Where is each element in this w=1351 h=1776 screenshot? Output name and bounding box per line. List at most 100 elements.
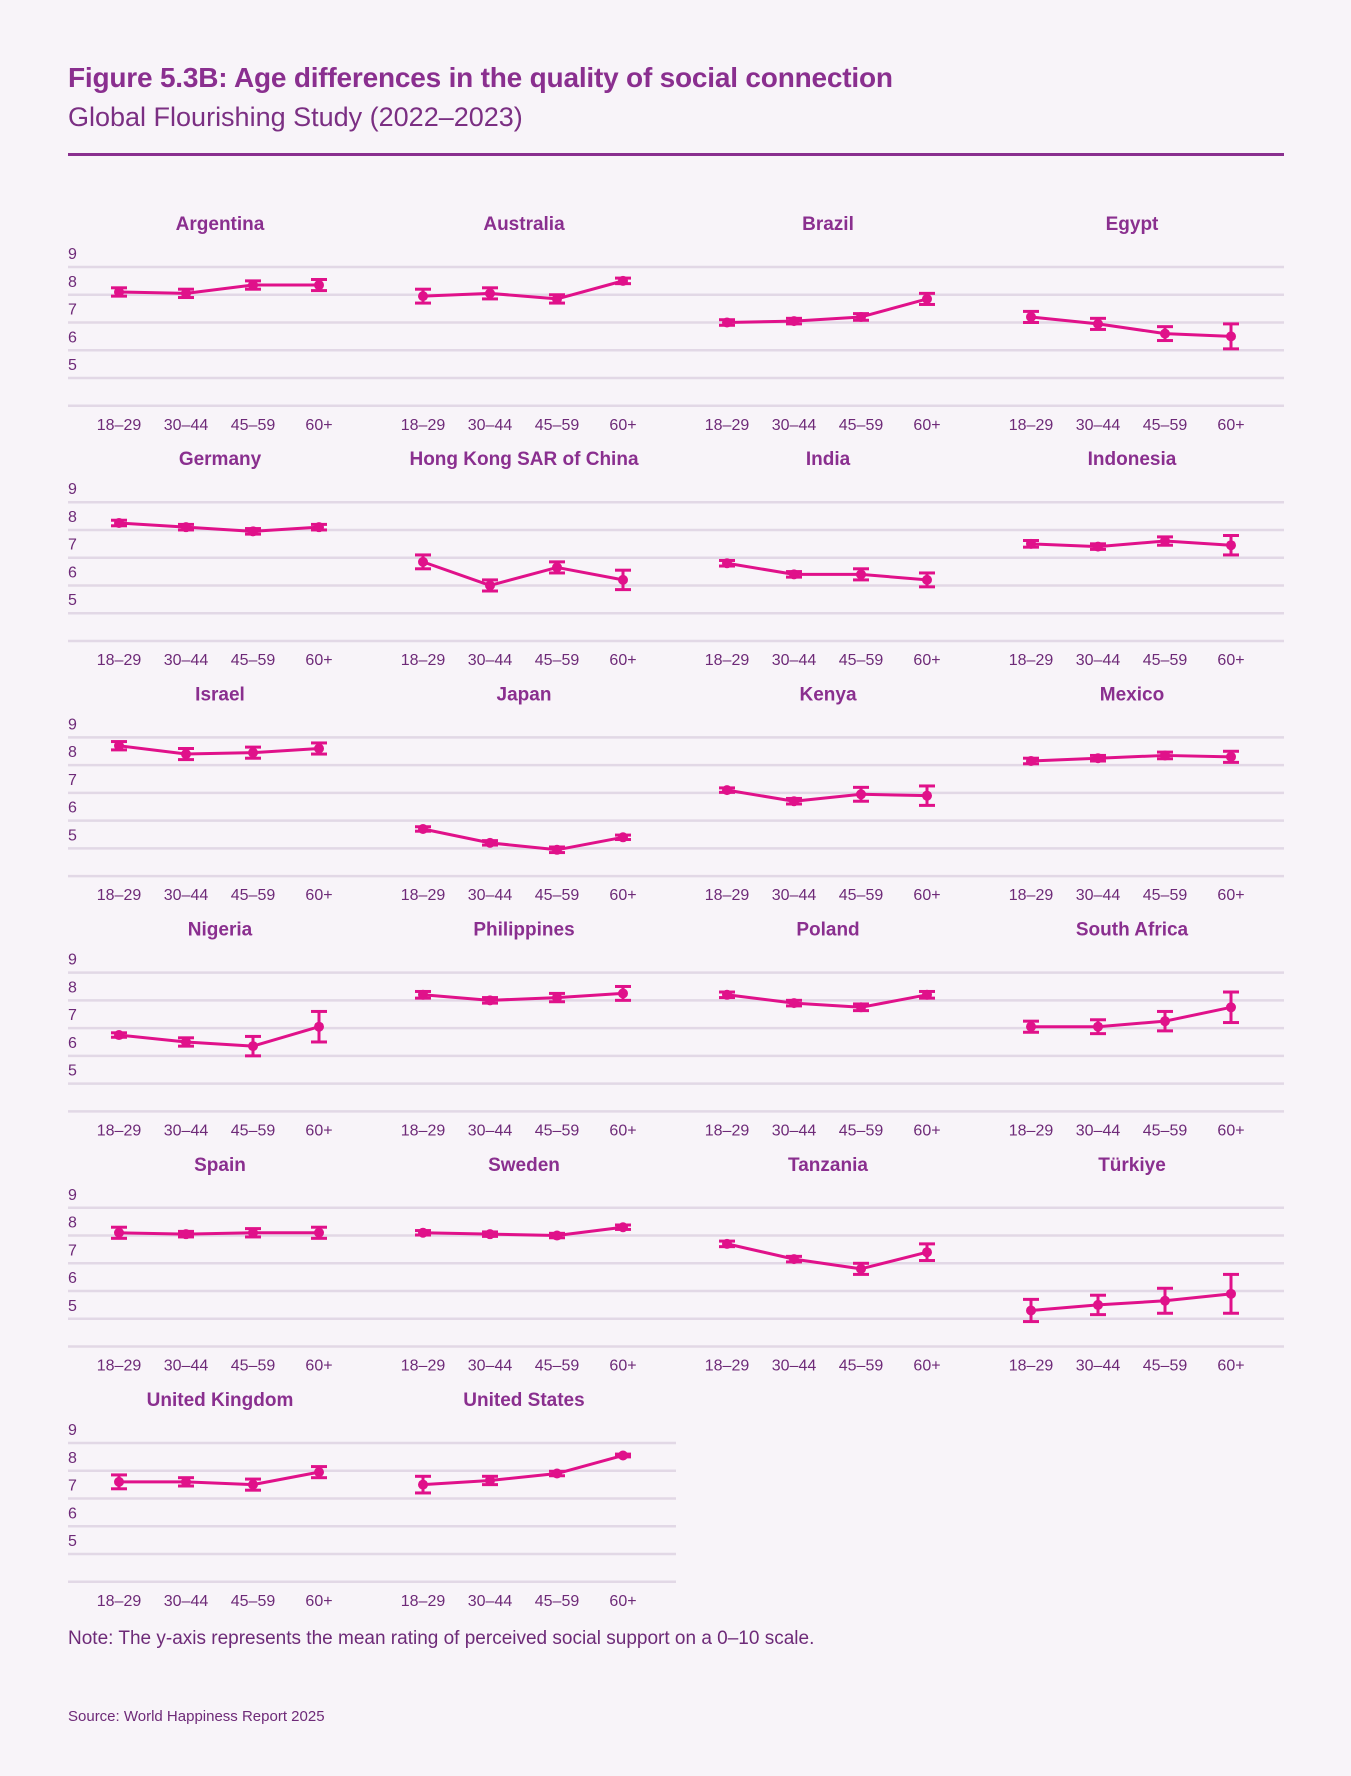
x-tick-label: 30–44: [1076, 1122, 1121, 1139]
x-tick-label: 45–59: [535, 1358, 580, 1375]
data-point: [114, 1030, 124, 1041]
panel-title: Mexico: [1100, 684, 1164, 705]
data-point: [248, 1041, 258, 1052]
data-point: [485, 837, 495, 848]
x-tick-label: 30–44: [468, 417, 513, 434]
data-point: [722, 558, 732, 569]
x-tick-label: 30–44: [164, 1358, 209, 1375]
data-point: [922, 790, 932, 801]
x-tick-label: 18–29: [1009, 417, 1054, 434]
panel-title: Australia: [483, 214, 565, 235]
data-point: [418, 556, 428, 567]
x-tick-label: 45–59: [839, 652, 884, 669]
data-point: [418, 989, 428, 1000]
y-tick-label: 9: [68, 246, 77, 263]
data-point: [856, 311, 866, 322]
y-tick-label: 7: [68, 537, 77, 554]
series-line: [1031, 1005, 1232, 1029]
data-point: [1026, 755, 1036, 766]
x-tick-label: 60+: [305, 1122, 332, 1139]
panel-title: Israel: [195, 684, 245, 705]
panel-title: India: [806, 449, 851, 470]
x-tick-label: 30–44: [468, 1358, 513, 1375]
x-tick-label: 18–29: [401, 1358, 446, 1375]
data-point: [618, 988, 628, 999]
x-tick-label: 30–44: [164, 887, 209, 904]
series-line: [422, 1225, 624, 1238]
x-tick-label: 45–59: [1143, 1122, 1188, 1139]
x-tick-label: 30–44: [1076, 1358, 1121, 1375]
data-point: [618, 832, 628, 843]
series-line: [422, 1454, 624, 1487]
data-point: [181, 522, 191, 533]
data-point: [181, 749, 191, 760]
y-tick-label: 8: [68, 1215, 77, 1232]
data-point: [856, 1263, 866, 1274]
x-tick-label: 60+: [1217, 1358, 1244, 1375]
series-line: [1030, 315, 1232, 338]
data-point: [1093, 541, 1103, 552]
y-tick-label: 7: [68, 1007, 77, 1024]
x-tick-label: 60+: [1217, 652, 1244, 669]
x-tick-label: 18–29: [1009, 1122, 1054, 1139]
series-line: [422, 279, 624, 301]
data-point: [722, 317, 732, 328]
panel-title: Germany: [179, 449, 262, 470]
x-tick-label: 30–44: [164, 652, 209, 669]
y-tick-label: 6: [68, 1505, 77, 1522]
data-point: [922, 293, 932, 304]
x-tick-label: 30–44: [164, 1122, 209, 1139]
y-tick-label: 5: [68, 592, 77, 609]
x-tick-label: 30–44: [772, 887, 817, 904]
x-tick-label: 18–29: [1009, 887, 1054, 904]
series-line: [118, 1231, 319, 1236]
y-tick-label: 6: [68, 800, 77, 817]
x-tick-label: 60+: [305, 1593, 332, 1610]
data-point: [552, 562, 562, 573]
data-point: [1226, 540, 1236, 551]
data-point: [181, 1036, 191, 1047]
data-point: [618, 574, 628, 585]
panel-title: United Kingdom: [147, 1390, 294, 1411]
data-point: [789, 569, 799, 580]
panel-title: South Africa: [1076, 920, 1189, 941]
x-tick-label: 45–59: [231, 1593, 276, 1610]
x-tick-label: 45–59: [839, 1122, 884, 1139]
data-point: [922, 574, 932, 585]
panel-title: Kenya: [799, 684, 856, 705]
series-line: [726, 993, 928, 1009]
y-tick-label: 6: [68, 329, 77, 346]
x-tick-label: 60+: [609, 887, 636, 904]
x-tick-label: 30–44: [468, 652, 513, 669]
data-point: [485, 288, 495, 299]
panel-title: Nigeria: [188, 920, 253, 941]
panel-title: Egypt: [1106, 214, 1159, 235]
data-point: [485, 1229, 495, 1240]
data-point: [1160, 328, 1170, 339]
series-line: [726, 561, 928, 582]
panel-title: Türkiye: [1098, 1155, 1166, 1176]
y-tick-label: 6: [68, 1035, 77, 1052]
x-tick-label: 45–59: [1143, 1358, 1188, 1375]
x-tick-label: 45–59: [1143, 417, 1188, 434]
data-point: [114, 740, 124, 751]
source-credit: Source: World Happiness Report 2025: [68, 1708, 325, 1725]
data-point: [722, 1238, 732, 1249]
x-tick-label: 45–59: [535, 417, 580, 434]
footnote: Note: The y-axis represents the mean rat…: [68, 1628, 815, 1649]
data-point: [1026, 1021, 1036, 1032]
data-point: [1160, 536, 1170, 547]
data-point: [552, 844, 562, 855]
x-tick-label: 60+: [305, 1358, 332, 1375]
series-line: [118, 1025, 320, 1048]
data-point: [1160, 1295, 1170, 1306]
x-tick-label: 18–29: [97, 417, 142, 434]
x-tick-label: 45–59: [839, 417, 884, 434]
data-point: [418, 823, 428, 834]
x-tick-label: 30–44: [468, 1122, 513, 1139]
x-tick-label: 60+: [1217, 1122, 1244, 1139]
x-tick-label: 45–59: [535, 652, 580, 669]
title-divider: [68, 153, 1284, 156]
data-point: [1226, 331, 1236, 342]
panel-title: Poland: [796, 920, 859, 941]
